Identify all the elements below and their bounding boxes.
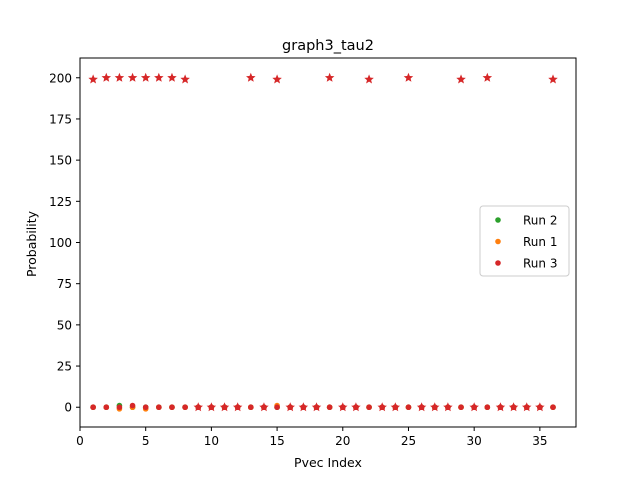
x-tick-label: 35	[532, 434, 547, 448]
x-tick-label: 10	[204, 434, 219, 448]
star-point	[364, 74, 374, 84]
data-point	[90, 404, 96, 411]
legend-label: Run 1	[523, 235, 557, 249]
x-tick-label: 25	[401, 434, 416, 448]
star-point	[88, 74, 98, 84]
star-point	[193, 402, 204, 412]
legend: Run 2 Run 1 Run 3	[479, 205, 570, 277]
y-tick-label: 150	[49, 154, 72, 168]
star-point	[167, 72, 177, 82]
axes: 0 5 10 15 20 25 30 35 0 25 50 75 100 125 150 175 200	[49, 57, 577, 448]
data-point	[366, 404, 372, 411]
star-point	[403, 72, 414, 82]
legend-label: Run 2	[523, 214, 557, 228]
star-point	[469, 402, 479, 412]
data-point	[458, 404, 464, 411]
x-tick-label: 30	[467, 434, 482, 448]
series-3	[88, 72, 558, 412]
y-tick-label: 175	[49, 112, 72, 126]
star-point	[443, 402, 453, 412]
star-point	[259, 402, 269, 412]
data-point	[484, 404, 491, 411]
data-point	[169, 404, 175, 411]
star-point	[456, 74, 466, 84]
legend-marker	[495, 260, 501, 266]
star-point	[101, 72, 112, 82]
x-axis-label: Pvec Index	[294, 455, 362, 470]
star-point	[206, 402, 217, 412]
data-point	[103, 404, 110, 411]
data-point	[248, 404, 254, 411]
star-point	[495, 402, 506, 412]
star-point	[430, 402, 440, 412]
star-point	[180, 74, 190, 84]
star-point	[482, 72, 493, 82]
data-point	[550, 404, 556, 411]
y-tick-label: 25	[57, 360, 72, 374]
y-tick-label: 200	[49, 71, 72, 85]
data-point	[142, 404, 149, 411]
x-tick-label: 15	[269, 434, 284, 448]
legend-marker	[495, 238, 501, 245]
star-point	[338, 402, 348, 412]
data-point	[274, 404, 280, 411]
data-point	[182, 404, 188, 411]
x-tick-label: 0	[76, 434, 84, 448]
y-tick-label: 75	[57, 277, 72, 291]
star-point	[272, 74, 282, 84]
y-tick-label: 0	[64, 401, 72, 415]
y-tick-label: 100	[49, 236, 72, 250]
star-point	[140, 72, 151, 82]
x-tick-label: 5	[142, 434, 150, 448]
star-point	[298, 402, 309, 412]
star-point	[535, 402, 545, 412]
data-point	[156, 404, 162, 411]
star-point	[548, 74, 558, 84]
star-point	[508, 402, 519, 412]
star-point	[324, 72, 335, 82]
star-point	[351, 402, 361, 412]
star-point	[521, 402, 532, 412]
star-point	[219, 402, 230, 412]
data-point	[405, 404, 412, 411]
data-point	[326, 404, 333, 411]
star-point	[246, 72, 256, 82]
star-point	[114, 72, 125, 82]
data-point	[116, 404, 123, 411]
data-point	[129, 402, 136, 409]
y-tick-label: 125	[49, 195, 72, 209]
legend-marker	[495, 217, 501, 223]
plot-area	[88, 72, 558, 412]
star-point	[285, 402, 295, 412]
star-point	[311, 402, 322, 412]
legend-box	[479, 205, 570, 277]
legend-label: Run 3	[523, 257, 557, 271]
y-tick-label: 50	[57, 318, 72, 332]
star-point	[127, 72, 138, 82]
star-point	[377, 402, 387, 412]
star-point	[390, 402, 401, 412]
y-axis-label: Probability	[24, 210, 39, 277]
chart-title: graph3_tau2	[282, 38, 374, 54]
star-point	[154, 72, 164, 82]
star-point	[232, 402, 243, 412]
x-tick-label: 20	[335, 434, 350, 448]
star-point	[416, 402, 427, 412]
